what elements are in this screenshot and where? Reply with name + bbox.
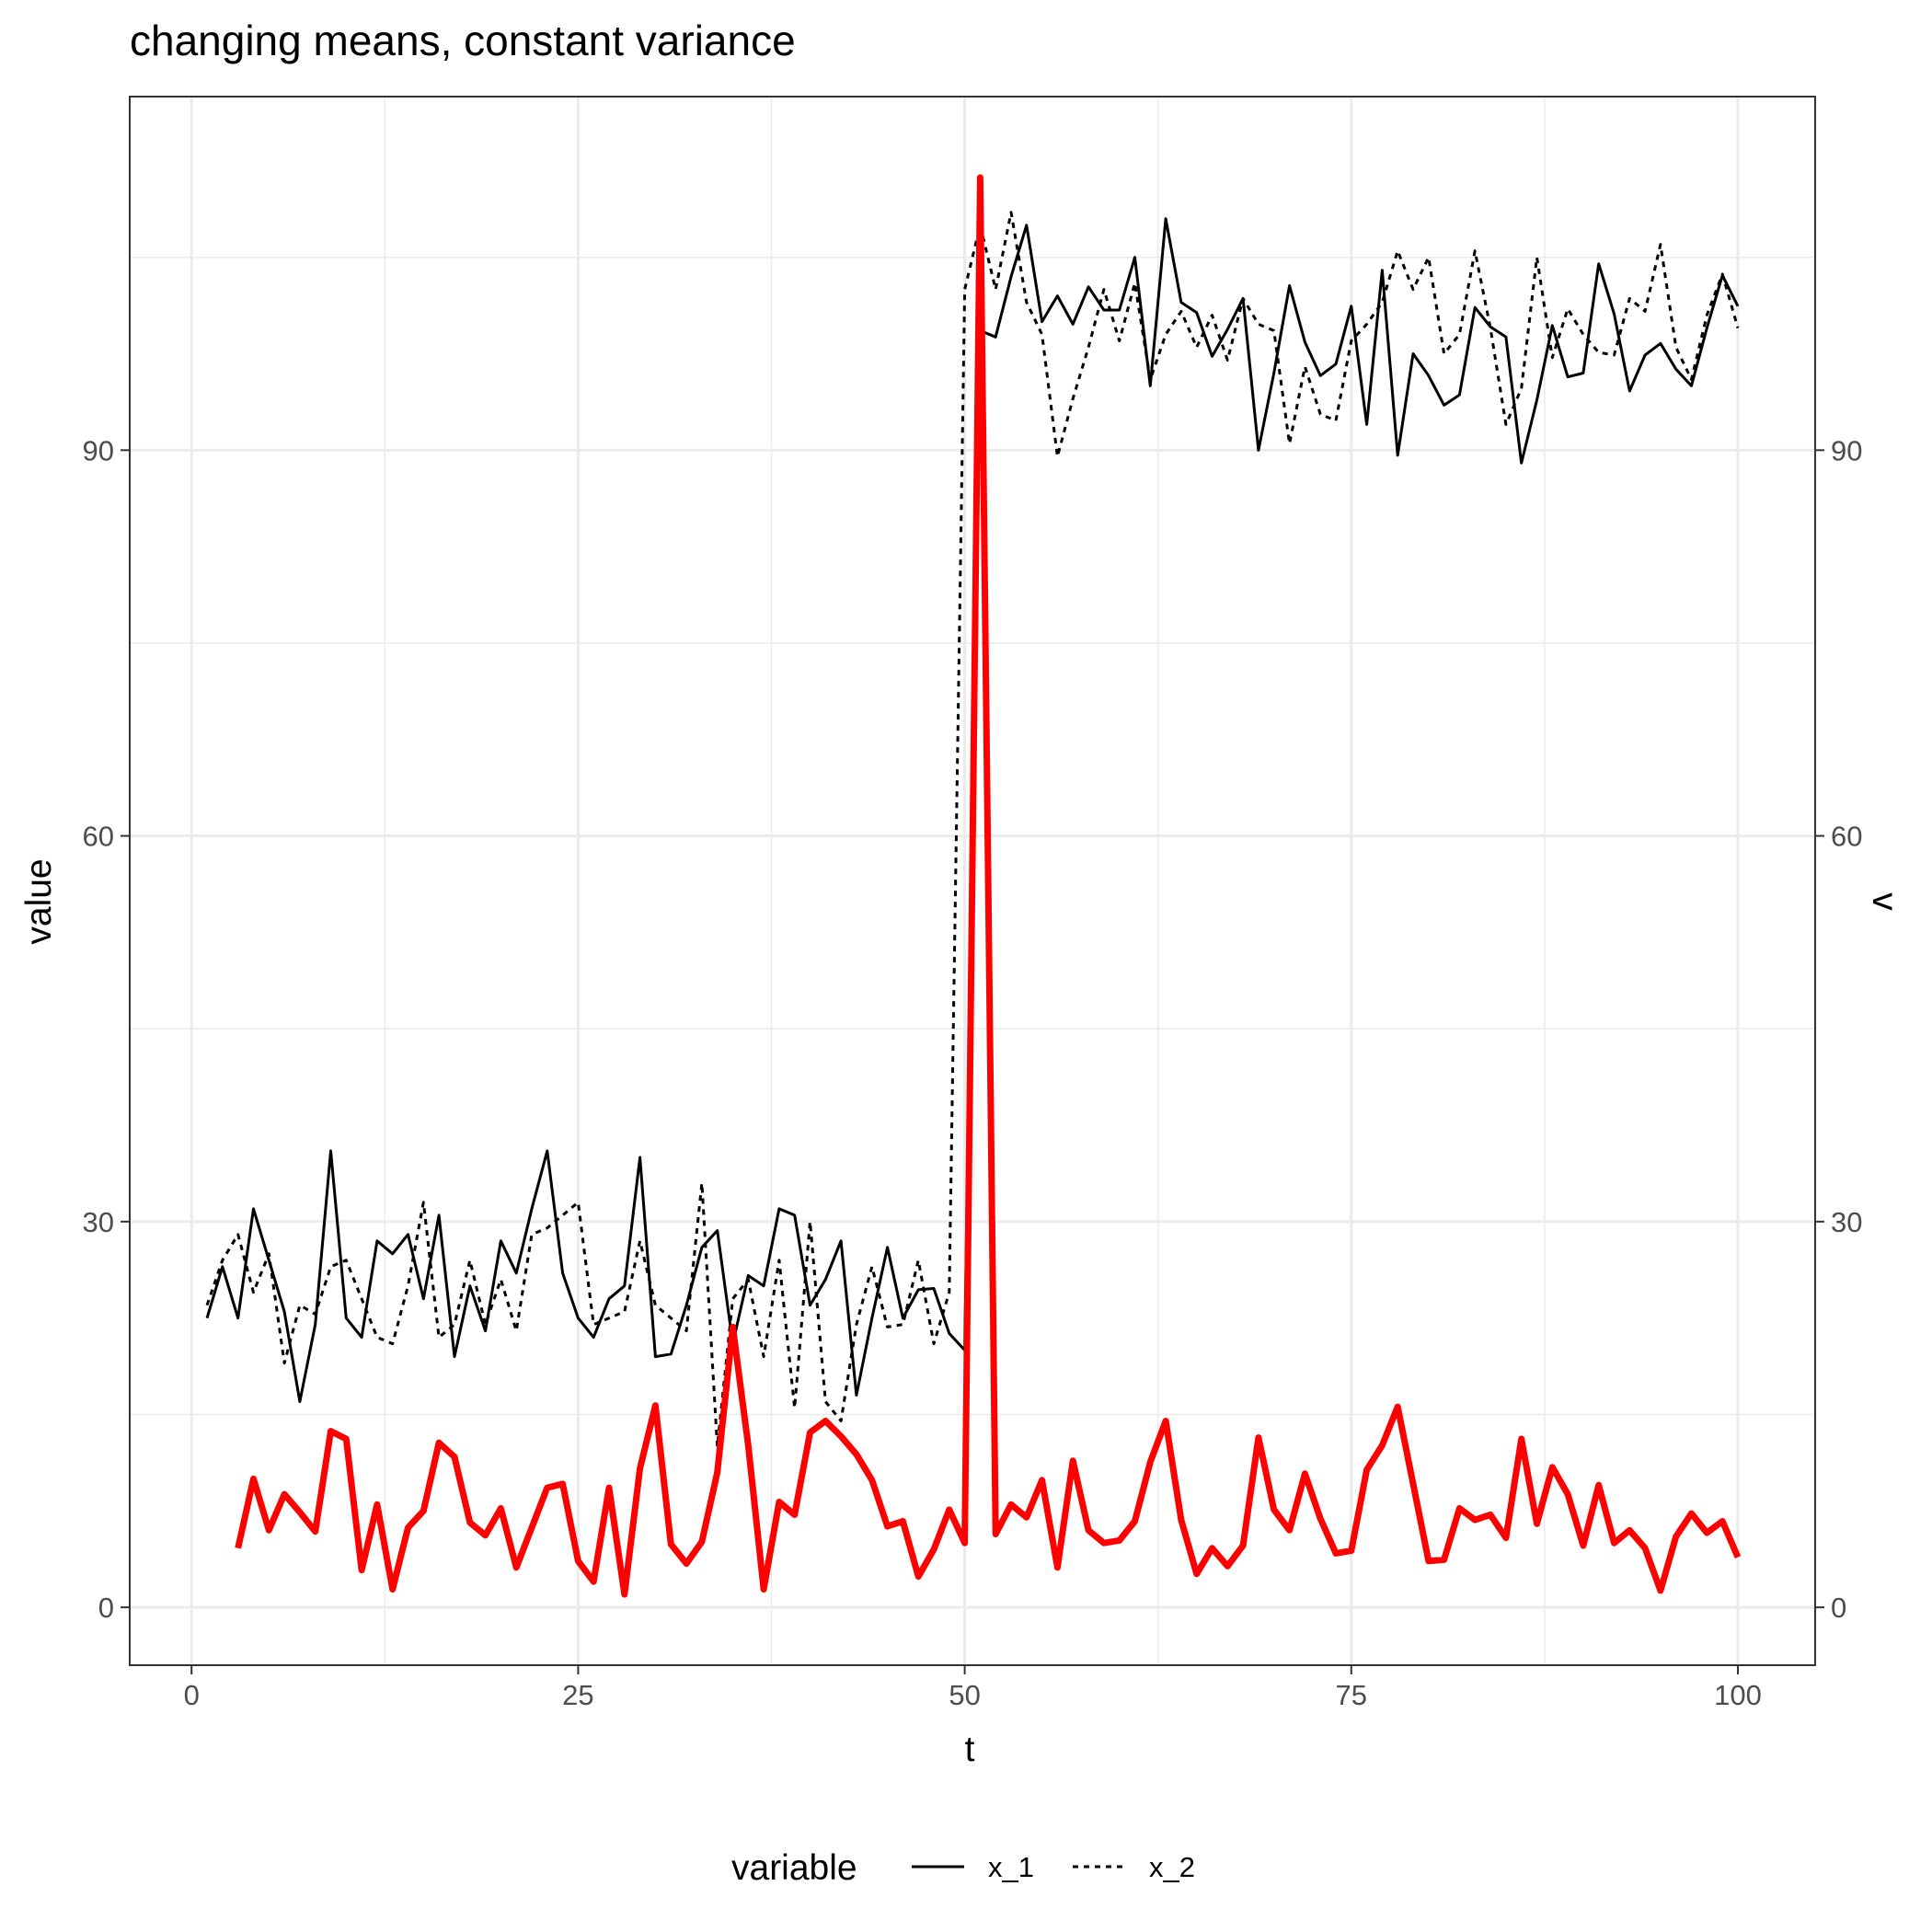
y2-tick-label: 90 — [1831, 434, 1862, 466]
legend-label-x_1: x_1 — [988, 1851, 1034, 1883]
y-axis-title: value — [19, 858, 59, 944]
series-line-v — [235, 174, 1742, 1598]
y-tick-label: 0 — [98, 1592, 114, 1624]
chart-title: changing means, constant variance — [130, 17, 796, 64]
y-tick-label: 60 — [83, 821, 114, 853]
series-line-x_2 — [205, 211, 1740, 1448]
legend-title: variable — [731, 1848, 857, 1888]
legend-label-x_2: x_2 — [1149, 1851, 1195, 1883]
series-layer — [205, 174, 1742, 1598]
y-axis-left: 0 30 60 90 — [83, 434, 130, 1624]
x-tick-label: 0 — [184, 1679, 200, 1711]
y-tick-label: 90 — [83, 434, 114, 466]
y-axis-right: 0 30 60 90 — [1815, 434, 1862, 1624]
x-tick-label: 25 — [562, 1679, 593, 1711]
y2-tick-label: 30 — [1831, 1206, 1862, 1238]
y2-tick-label: 60 — [1831, 821, 1862, 853]
y-tick-label: 30 — [83, 1206, 114, 1238]
y2-axis-title: v — [1865, 892, 1904, 911]
x-tick-label: 100 — [1714, 1679, 1762, 1711]
x-axis-title: t — [965, 1730, 975, 1769]
x-axis: 0 25 50 75 100 — [184, 1665, 1762, 1711]
x-tick-label: 50 — [949, 1679, 980, 1711]
x-tick-label: 75 — [1336, 1679, 1367, 1711]
y2-tick-label: 0 — [1831, 1592, 1846, 1624]
plot-frame — [129, 96, 1816, 1666]
legend: variable x_1 x_2 — [731, 1848, 1195, 1888]
